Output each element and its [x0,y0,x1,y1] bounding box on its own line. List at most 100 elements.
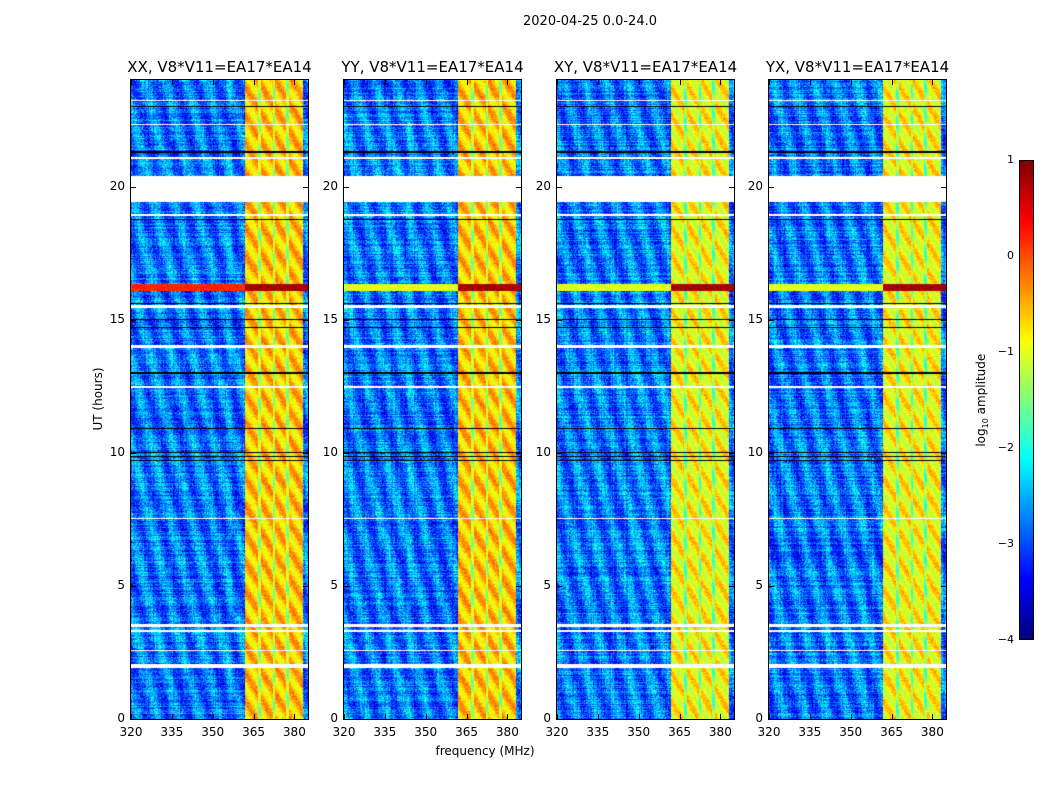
y-tick-mark [769,186,774,188]
x-tick-label: 365 [242,725,265,739]
x-tick-mark [809,80,811,85]
x-tick-mark [769,80,770,85]
y-tick-mark [941,319,946,321]
panel-title: YY, V8*V11=EA17*EA14 [341,58,524,76]
y-tick-label: 10 [322,444,338,459]
heatmap-image [131,80,308,719]
x-tick-mark [597,714,599,719]
x-tick-mark [932,714,934,719]
y-tick-mark [941,186,946,188]
heatmap-panel-xx: XX, V8*V11=EA17*EA14 0 5 10 15 20 320 335 350 365… [110,58,312,739]
x-tick-mark [679,80,681,85]
x-tick-mark [679,714,681,719]
x-tick-mark [932,80,934,85]
x-tick-mark [466,714,468,719]
x-tick-mark [131,80,132,85]
y-tick-label: 10 [535,444,551,459]
x-tick-label: 320 [119,725,143,739]
x-tick-mark [891,80,893,85]
x-tick-mark [557,80,558,85]
y-tick-label: 0 [755,711,763,725]
y-tick-label: 20 [535,178,551,193]
y-tick-mark [729,452,734,454]
x-tick-label: 320 [545,725,569,739]
x-tick-mark [720,714,722,719]
y-tick-mark [769,319,774,321]
y-tick-mark [131,719,136,720]
x-tick-mark [638,80,640,85]
y-tick-label: 0 [543,711,551,725]
colorbar-tick-label: 1 [1007,153,1014,166]
x-tick-label: 350 [414,725,438,739]
y-tick-mark [941,452,946,454]
x-tick-label: 350 [839,725,863,739]
colorbar [1019,160,1034,640]
x-tick-mark [769,714,770,719]
x-tick-mark [850,714,852,719]
heatmap-panel-yy: YY, V8*V11=EA17*EA14 0 5 10 15 20 320 335 350 365… [323,58,524,739]
panel-title: XY, V8*V11=EA17*EA14 [553,58,738,76]
y-tick-label: 0 [117,711,125,725]
x-tick-label: 320 [757,725,781,739]
x-tick-label: 320 [332,725,356,739]
x-tick-mark [384,80,386,85]
y-tick-mark [516,186,521,188]
y-tick-mark [303,186,308,188]
x-tick-label: 335 [798,725,822,739]
x-tick-mark [507,80,509,85]
x-tick-mark [344,714,345,719]
y-tick-mark [729,186,734,188]
y-tick-mark [516,585,521,587]
y-tick-mark [729,319,734,321]
y-tick-mark [303,319,308,321]
heatmap-image [557,80,734,719]
panel-title: XX, V8*V11=EA17*EA14 [127,58,312,76]
x-tick-label: 365 [880,725,903,739]
x-tick-mark [507,714,509,719]
x-tick-label: 380 [495,725,519,739]
x-tick-mark [809,714,811,719]
x-tick-mark [212,80,214,85]
x-tick-mark [253,714,255,719]
figure-title: 2020-04-25 0.0-24.0 [523,14,657,29]
y-tick-mark [344,585,349,587]
y-tick-label: 5 [543,577,551,592]
x-tick-mark [294,714,296,719]
colorbar-tick-label: −1 [997,345,1014,358]
y-tick-label: 15 [109,311,125,326]
x-tick-mark [720,80,722,85]
y-tick-label: 10 [747,444,763,459]
y-tick-mark [131,319,136,321]
y-tick-mark [557,585,562,587]
y-tick-mark [344,719,349,720]
colorbar-tick-label: −3 [997,537,1014,550]
y-tick-label: 5 [330,577,338,592]
x-tick-label: 350 [627,725,651,739]
y-axis-label: UT (hours) [91,367,105,431]
y-tick-mark [344,186,349,188]
y-tick-mark [557,719,562,720]
y-tick-mark [516,452,521,454]
y-tick-mark [941,585,946,587]
y-tick-mark [729,585,734,587]
x-tick-label: 380 [920,725,944,739]
heatmap-panel-yx: YX, V8*V11=EA17*EA14 0 5 10 15 20 320 335 350 365… [748,58,949,739]
x-tick-mark [171,80,173,85]
y-tick-label: 0 [330,711,338,725]
colorbar-tick-label: −4 [997,633,1014,646]
y-tick-mark [131,186,136,188]
y-tick-mark [303,452,308,454]
heatmap-image [769,80,946,719]
y-tick-label: 20 [747,178,763,193]
y-tick-mark [344,319,349,321]
colorbar-label: log10 amplitude [973,353,991,447]
x-tick-label: 350 [201,725,225,739]
x-tick-label: 335 [160,725,184,739]
x-tick-mark [557,714,558,719]
y-tick-mark [769,452,774,454]
x-tick-label: 335 [586,725,610,739]
y-tick-mark [303,719,308,720]
x-tick-mark [425,80,427,85]
x-tick-mark [131,714,132,719]
